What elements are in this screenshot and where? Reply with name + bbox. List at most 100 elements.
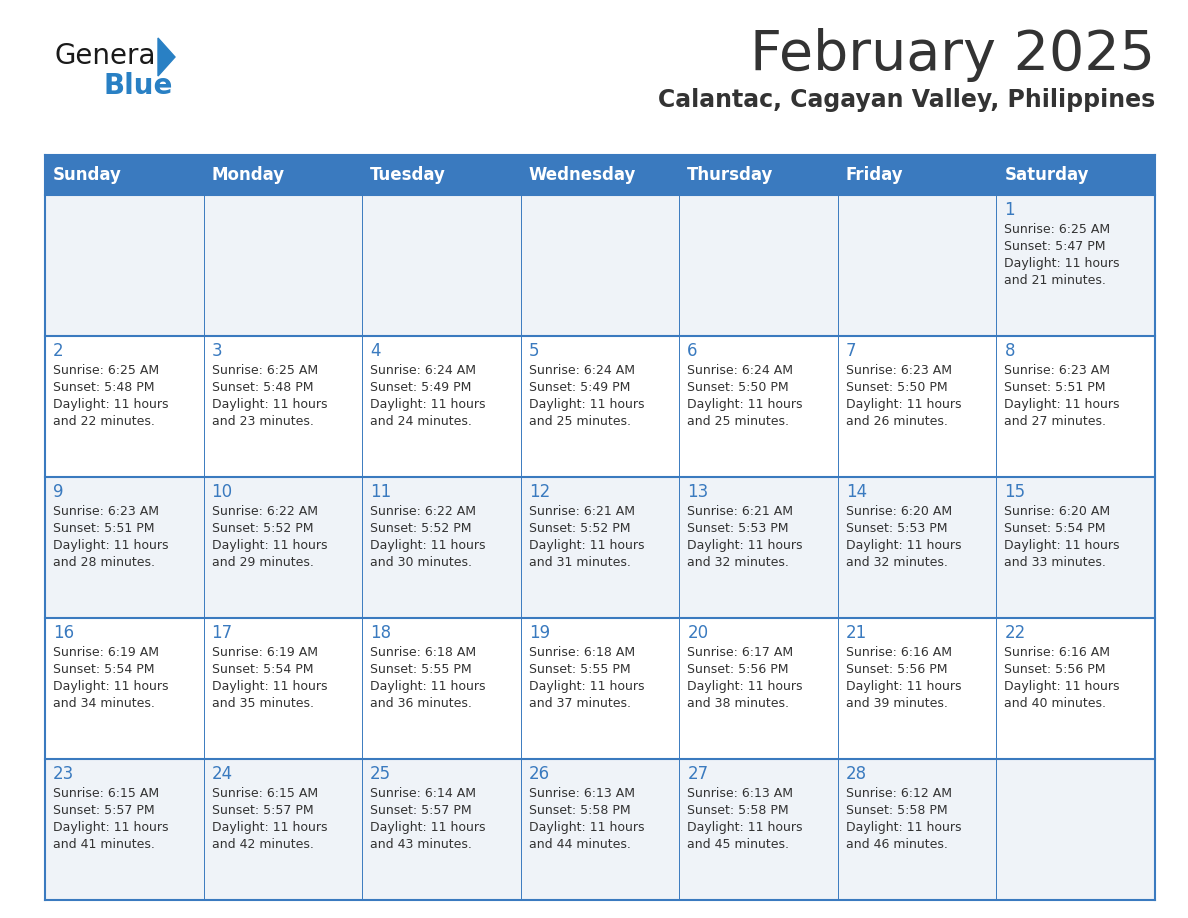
Text: Sunset: 5:56 PM: Sunset: 5:56 PM <box>688 663 789 676</box>
Text: and 38 minutes.: and 38 minutes. <box>688 697 789 710</box>
Text: and 23 minutes.: and 23 minutes. <box>211 415 314 428</box>
Text: Sunset: 5:53 PM: Sunset: 5:53 PM <box>688 522 789 535</box>
Text: Sunrise: 6:13 AM: Sunrise: 6:13 AM <box>529 787 634 800</box>
Text: Sunset: 5:54 PM: Sunset: 5:54 PM <box>211 663 314 676</box>
Text: Sunset: 5:48 PM: Sunset: 5:48 PM <box>53 381 154 394</box>
Text: Wednesday: Wednesday <box>529 166 636 184</box>
Text: Sunset: 5:48 PM: Sunset: 5:48 PM <box>211 381 314 394</box>
Text: 27: 27 <box>688 765 708 783</box>
Text: 6: 6 <box>688 342 697 360</box>
Text: Sunset: 5:58 PM: Sunset: 5:58 PM <box>529 804 631 817</box>
Text: 13: 13 <box>688 483 708 501</box>
Text: Sunset: 5:51 PM: Sunset: 5:51 PM <box>53 522 154 535</box>
Text: Sunset: 5:55 PM: Sunset: 5:55 PM <box>529 663 631 676</box>
Text: Sunset: 5:49 PM: Sunset: 5:49 PM <box>529 381 630 394</box>
Text: Daylight: 11 hours: Daylight: 11 hours <box>53 680 169 693</box>
Text: Sunset: 5:51 PM: Sunset: 5:51 PM <box>1004 381 1106 394</box>
Text: Sunrise: 6:15 AM: Sunrise: 6:15 AM <box>211 787 317 800</box>
Bar <box>45 195 1155 336</box>
Text: Daylight: 11 hours: Daylight: 11 hours <box>688 680 803 693</box>
Text: Sunset: 5:49 PM: Sunset: 5:49 PM <box>371 381 472 394</box>
Text: Daylight: 11 hours: Daylight: 11 hours <box>1004 398 1120 411</box>
Text: Blue: Blue <box>103 72 172 100</box>
Bar <box>45 477 1155 618</box>
Text: Sunrise: 6:17 AM: Sunrise: 6:17 AM <box>688 646 794 659</box>
Text: Sunrise: 6:18 AM: Sunrise: 6:18 AM <box>529 646 634 659</box>
Bar <box>45 336 1155 477</box>
Text: and 34 minutes.: and 34 minutes. <box>53 697 154 710</box>
Text: Sunrise: 6:14 AM: Sunrise: 6:14 AM <box>371 787 476 800</box>
Text: 23: 23 <box>53 765 74 783</box>
Text: 3: 3 <box>211 342 222 360</box>
Polygon shape <box>158 38 175 76</box>
Text: Daylight: 11 hours: Daylight: 11 hours <box>688 539 803 552</box>
Text: Sunday: Sunday <box>53 166 122 184</box>
Text: 10: 10 <box>211 483 233 501</box>
Text: Sunrise: 6:23 AM: Sunrise: 6:23 AM <box>846 364 952 377</box>
Text: Daylight: 11 hours: Daylight: 11 hours <box>1004 257 1120 270</box>
Text: Daylight: 11 hours: Daylight: 11 hours <box>53 539 169 552</box>
Bar <box>45 618 1155 759</box>
Text: Sunset: 5:52 PM: Sunset: 5:52 PM <box>529 522 630 535</box>
Text: 18: 18 <box>371 624 391 642</box>
Text: 7: 7 <box>846 342 857 360</box>
Text: Daylight: 11 hours: Daylight: 11 hours <box>846 680 961 693</box>
Text: Sunrise: 6:22 AM: Sunrise: 6:22 AM <box>371 505 476 518</box>
Text: Sunrise: 6:24 AM: Sunrise: 6:24 AM <box>371 364 476 377</box>
Text: Saturday: Saturday <box>1004 166 1089 184</box>
Text: Daylight: 11 hours: Daylight: 11 hours <box>211 821 327 834</box>
Text: Sunrise: 6:12 AM: Sunrise: 6:12 AM <box>846 787 952 800</box>
Bar <box>45 759 1155 900</box>
Text: 2: 2 <box>53 342 64 360</box>
Text: Sunset: 5:54 PM: Sunset: 5:54 PM <box>53 663 154 676</box>
Text: Sunrise: 6:21 AM: Sunrise: 6:21 AM <box>688 505 794 518</box>
Text: Sunrise: 6:22 AM: Sunrise: 6:22 AM <box>211 505 317 518</box>
Text: 20: 20 <box>688 624 708 642</box>
Text: 5: 5 <box>529 342 539 360</box>
Text: 21: 21 <box>846 624 867 642</box>
Text: Sunrise: 6:16 AM: Sunrise: 6:16 AM <box>1004 646 1111 659</box>
Text: Sunset: 5:58 PM: Sunset: 5:58 PM <box>846 804 948 817</box>
Text: Friday: Friday <box>846 166 904 184</box>
Text: Sunset: 5:56 PM: Sunset: 5:56 PM <box>846 663 947 676</box>
Text: Daylight: 11 hours: Daylight: 11 hours <box>211 398 327 411</box>
Text: and 21 minutes.: and 21 minutes. <box>1004 274 1106 287</box>
Text: Sunset: 5:56 PM: Sunset: 5:56 PM <box>1004 663 1106 676</box>
Text: 4: 4 <box>371 342 380 360</box>
Text: Sunrise: 6:25 AM: Sunrise: 6:25 AM <box>53 364 159 377</box>
Text: 8: 8 <box>1004 342 1015 360</box>
Text: Sunset: 5:57 PM: Sunset: 5:57 PM <box>211 804 314 817</box>
Text: February 2025: February 2025 <box>750 28 1155 82</box>
Text: Sunrise: 6:24 AM: Sunrise: 6:24 AM <box>688 364 794 377</box>
Text: 24: 24 <box>211 765 233 783</box>
Text: Daylight: 11 hours: Daylight: 11 hours <box>688 821 803 834</box>
Text: and 44 minutes.: and 44 minutes. <box>529 838 631 851</box>
Text: Sunset: 5:52 PM: Sunset: 5:52 PM <box>371 522 472 535</box>
Text: Sunset: 5:54 PM: Sunset: 5:54 PM <box>1004 522 1106 535</box>
Text: Daylight: 11 hours: Daylight: 11 hours <box>53 821 169 834</box>
Text: and 46 minutes.: and 46 minutes. <box>846 838 948 851</box>
Text: Tuesday: Tuesday <box>371 166 446 184</box>
Text: and 42 minutes.: and 42 minutes. <box>211 838 314 851</box>
Text: Sunset: 5:50 PM: Sunset: 5:50 PM <box>688 381 789 394</box>
Text: and 26 minutes.: and 26 minutes. <box>846 415 948 428</box>
Text: and 22 minutes.: and 22 minutes. <box>53 415 154 428</box>
Text: and 35 minutes.: and 35 minutes. <box>211 697 314 710</box>
Text: and 24 minutes.: and 24 minutes. <box>371 415 472 428</box>
Bar <box>45 155 1155 195</box>
Text: and 32 minutes.: and 32 minutes. <box>688 556 789 569</box>
Text: Thursday: Thursday <box>688 166 773 184</box>
Text: Sunrise: 6:20 AM: Sunrise: 6:20 AM <box>846 505 952 518</box>
Text: Daylight: 11 hours: Daylight: 11 hours <box>529 680 644 693</box>
Text: and 25 minutes.: and 25 minutes. <box>688 415 789 428</box>
Text: Sunset: 5:53 PM: Sunset: 5:53 PM <box>846 522 947 535</box>
Text: 22: 22 <box>1004 624 1025 642</box>
Text: 12: 12 <box>529 483 550 501</box>
Text: Daylight: 11 hours: Daylight: 11 hours <box>529 821 644 834</box>
Text: 1: 1 <box>1004 201 1015 219</box>
Text: and 37 minutes.: and 37 minutes. <box>529 697 631 710</box>
Text: Sunrise: 6:25 AM: Sunrise: 6:25 AM <box>1004 223 1111 236</box>
Text: Sunrise: 6:24 AM: Sunrise: 6:24 AM <box>529 364 634 377</box>
Text: 9: 9 <box>53 483 63 501</box>
Text: Sunrise: 6:21 AM: Sunrise: 6:21 AM <box>529 505 634 518</box>
